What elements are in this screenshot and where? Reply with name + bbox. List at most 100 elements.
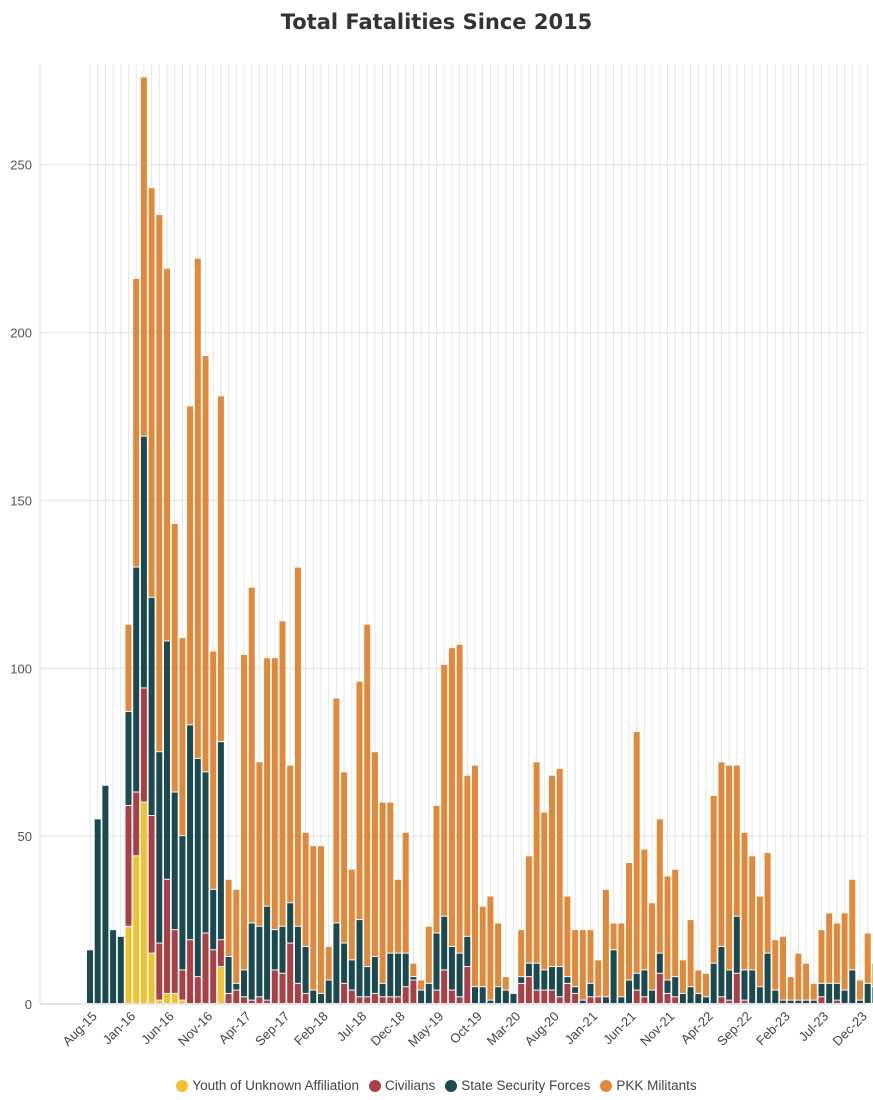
bar-segment-state-security bbox=[241, 970, 247, 997]
bar-segment-civilians bbox=[656, 973, 663, 1003]
bar-segment-state-security bbox=[633, 973, 640, 990]
bar-segment-civilians bbox=[664, 993, 671, 1003]
x-tick-label: Feb-18 bbox=[291, 1009, 331, 1049]
bar-segment-pkk bbox=[556, 769, 563, 967]
bar-segment-civilians bbox=[456, 997, 463, 1003]
bar-segment-state-security bbox=[310, 990, 317, 1003]
bar-segment-civilians bbox=[248, 1000, 255, 1003]
bar-segment-state-security bbox=[826, 983, 833, 1003]
bar-segment-state-security bbox=[710, 963, 717, 1003]
bar-segment-civilians bbox=[371, 993, 378, 1003]
bar-segment-pkk bbox=[395, 879, 401, 953]
bar-segment-pkk bbox=[849, 879, 856, 970]
bar-segment-state-security bbox=[210, 889, 217, 950]
bar-segment-state-security bbox=[795, 1000, 802, 1003]
bar-segment-state-security bbox=[672, 977, 679, 997]
bar-segment-pkk bbox=[194, 258, 201, 758]
x-tick-label: Jun-21 bbox=[600, 1009, 639, 1048]
bar-segment-state-security bbox=[318, 993, 324, 1003]
bar-segment-pkk bbox=[371, 752, 378, 956]
legend-swatch-civilians bbox=[369, 1079, 381, 1092]
bar-segment-state-security bbox=[618, 997, 625, 1003]
bar-segment-state-security bbox=[780, 1000, 786, 1003]
bar-segment-state-security bbox=[102, 785, 109, 1003]
bar-segment-state-security bbox=[410, 977, 417, 980]
bar-segment-pkk bbox=[656, 819, 663, 953]
bar-segment-state-security bbox=[703, 997, 709, 1003]
bar-segment-civilians bbox=[256, 997, 263, 1003]
bar-segment-state-security bbox=[764, 953, 771, 1003]
bar-segment-state-security bbox=[456, 953, 463, 997]
bar-segment-pkk bbox=[294, 567, 301, 926]
bar-segment-pkk bbox=[210, 651, 217, 889]
x-tick-label: Jul-18 bbox=[334, 1009, 370, 1045]
legend: Youth of Unknown Affiliation Civilians S… bbox=[0, 1078, 873, 1093]
bar-segment-civilians bbox=[302, 993, 309, 1003]
chart-title: Total Fatalities Since 2015 bbox=[280, 10, 593, 34]
bar-segment-state-security bbox=[472, 987, 478, 1003]
legend-item-pkk[interactable]: PKK Militants bbox=[600, 1078, 697, 1093]
bar-segment-civilians bbox=[387, 997, 394, 1003]
bar-segment-state-security bbox=[187, 725, 194, 940]
bar-segment-civilians bbox=[525, 977, 532, 1003]
bar-segment-pkk bbox=[125, 624, 132, 711]
bar-segment-state-security bbox=[395, 953, 401, 997]
bar-segment-pkk bbox=[271, 658, 278, 930]
bar-segment-civilians bbox=[741, 1000, 748, 1003]
bar-segment-state-security bbox=[518, 977, 525, 983]
bar-segment-state-security bbox=[656, 953, 663, 973]
bar-segment-pkk bbox=[602, 889, 609, 997]
x-tick-label: Apr-22 bbox=[678, 1009, 716, 1047]
bar-segment-state-security bbox=[610, 950, 617, 1003]
bar-segment-state-security bbox=[541, 970, 548, 990]
bar-segment-civilians bbox=[341, 983, 348, 1003]
bar-segment-pkk bbox=[579, 930, 586, 1000]
bar-segment-state-security bbox=[194, 758, 201, 977]
bar-segment-civilians bbox=[225, 993, 232, 1003]
bar-segment-civilians bbox=[433, 990, 440, 1003]
bar-segment-state-security bbox=[156, 752, 163, 943]
bar-segment-pkk bbox=[749, 856, 756, 970]
bar-segment-civilians bbox=[171, 930, 178, 993]
bar-segment-youth bbox=[148, 953, 155, 1003]
x-tick-label: Mar-20 bbox=[484, 1009, 524, 1049]
legend-swatch-pkk bbox=[600, 1079, 613, 1092]
bar-segment-civilians bbox=[833, 1000, 840, 1003]
legend-item-civilians[interactable]: Civilians bbox=[369, 1078, 435, 1093]
bar-segment-state-security bbox=[579, 1000, 586, 1003]
bar-segment-pkk bbox=[140, 77, 147, 436]
bar-segment-civilians bbox=[726, 1000, 733, 1003]
bar-segment-state-security bbox=[495, 987, 502, 1003]
bar-segment-civilians bbox=[395, 997, 401, 1003]
bar-segment-pkk bbox=[864, 933, 871, 983]
bar-segment-state-security bbox=[818, 983, 825, 997]
bar-segment-pkk bbox=[156, 215, 163, 752]
bar-segment-state-security bbox=[810, 1000, 817, 1003]
bar-segment-state-security bbox=[333, 923, 340, 1003]
bar-segment-state-security bbox=[325, 980, 332, 1003]
bar-segment-civilians bbox=[718, 997, 725, 1003]
bar-segment-state-security bbox=[695, 993, 702, 1003]
legend-item-youth[interactable]: Youth of Unknown Affiliation bbox=[176, 1078, 359, 1093]
bar-segment-youth bbox=[133, 856, 140, 1003]
bar-segment-pkk bbox=[202, 356, 209, 772]
y-axis: 0 50 100 150 200 250 bbox=[10, 64, 41, 1012]
bar-segment-state-security bbox=[549, 967, 555, 990]
bar-segment-state-security bbox=[371, 957, 378, 993]
bar-segment-civilians bbox=[379, 997, 386, 1003]
bar-segment-civilians bbox=[572, 993, 579, 1003]
bar-segment-pkk bbox=[626, 863, 632, 980]
bar-segment-pkk bbox=[495, 923, 502, 987]
bar-segment-pkk bbox=[364, 624, 371, 967]
bar-segment-pkk bbox=[741, 832, 748, 970]
bar-segment-state-security bbox=[117, 936, 124, 1003]
bar-segment-pkk bbox=[387, 802, 394, 953]
bar-segment-state-security bbox=[479, 987, 486, 1003]
bar-segment-pkk bbox=[187, 406, 194, 725]
bar-segment-pkk bbox=[703, 973, 709, 997]
bar-segment-state-security bbox=[225, 957, 232, 993]
bar-segment-state-security bbox=[787, 1000, 794, 1003]
legend-item-state-security[interactable]: State Security Forces bbox=[445, 1078, 590, 1093]
bar-segment-pkk bbox=[402, 832, 409, 953]
bar-segment-youth bbox=[179, 1000, 186, 1003]
